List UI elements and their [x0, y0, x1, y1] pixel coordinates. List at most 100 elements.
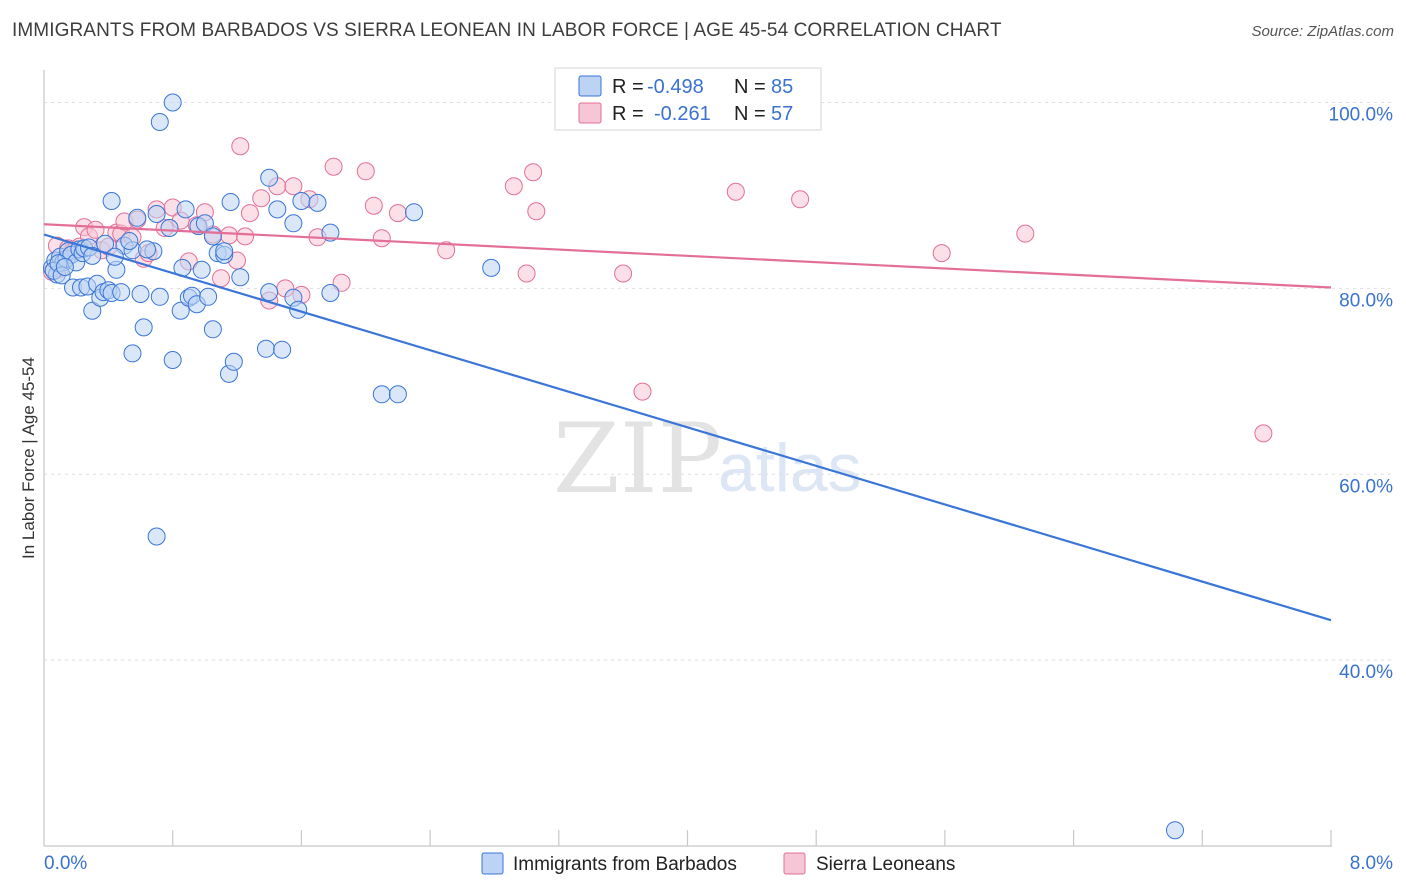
barbados-point-53 [321, 284, 340, 302]
barbados-point-13 [83, 246, 102, 265]
sierra-leoneans-point-47 [437, 241, 456, 260]
barbados-point-81 [388, 385, 407, 404]
sierra-leoneans-point-58 [1254, 424, 1273, 443]
legend-swatch-blue [578, 75, 602, 97]
sierra-leoneans-point-50 [524, 163, 543, 182]
barbados-point-58 [138, 240, 156, 259]
sierra-leoneans-point-53 [633, 382, 652, 401]
y-axis-label: In Labor Force | Age 45-54 [19, 357, 38, 559]
chart-title: IMMIGRANTS FROM BARBADOS VS SIERRA LEONE… [12, 20, 1002, 41]
sierra-leoneans-point-59 [236, 227, 255, 246]
legend-n-value-blue: 85 [771, 76, 793, 98]
barbados-point-82 [123, 344, 142, 363]
sierra-leoneans-point-48 [504, 177, 523, 196]
barbados-point-60 [160, 219, 179, 237]
sierra-leoneans-point-54 [726, 182, 745, 201]
sierra-leoneans-point-33 [252, 189, 271, 208]
legend-n-label-blue: N = [734, 76, 766, 98]
series-legend-label-sierra-leoneans: Sierra Leoneans [816, 854, 955, 875]
legend-r-label-blue: R = [612, 76, 644, 98]
y-tick-label-40: 40.0% [1339, 662, 1393, 683]
barbados-point-46 [224, 352, 243, 371]
barbados-point-32 [134, 318, 153, 337]
barbados-point-79 [147, 527, 166, 546]
sierra-leoneans-point-31 [231, 137, 250, 156]
barbados-point-59 [147, 205, 166, 223]
barbados-point-70 [308, 193, 327, 212]
sierra-leoneans-point-41 [324, 157, 343, 176]
series-legend-swatch-sierra-leoneans [783, 852, 806, 875]
y-tick-labels: 40.0% 60.0% 80.0% 100.0% [1329, 105, 1394, 684]
legend-swatch-pink [578, 102, 602, 124]
sierra-leoneans-point-52 [614, 264, 633, 283]
series-legend-swatch-barbados [481, 852, 504, 875]
sierra-leoneans-point-55 [791, 190, 810, 209]
barbados-point-68 [284, 214, 303, 233]
sierra-leoneans-point-29 [220, 226, 238, 245]
series-sierra-leoneans [43, 137, 1273, 443]
barbados-point-50 [273, 340, 292, 359]
sierra-leoneans-point-32 [240, 204, 259, 223]
barbados-point-76 [150, 113, 169, 131]
chart-source: Source: ZipAtlas.com [1251, 23, 1394, 40]
barbados-point-35 [163, 351, 182, 369]
barbados-point-71 [321, 223, 340, 242]
barbados-point-61 [176, 200, 195, 219]
barbados-point-75 [260, 168, 279, 187]
y-tick-label-60: 60.0% [1339, 476, 1393, 497]
barbados-point-84 [192, 260, 211, 279]
sierra-leoneans-point-56 [932, 244, 951, 263]
x-tick-label-min: 0.0% [44, 853, 87, 874]
barbados-point-48 [257, 339, 275, 358]
barbados-point-73 [482, 258, 501, 277]
barbados-point-31 [131, 285, 150, 303]
barbados-point-66 [221, 193, 240, 211]
legend-r-label-pink: R = [612, 103, 644, 125]
sierra-leoneans-point-42 [332, 273, 351, 292]
y-tick-label-80: 80.0% [1339, 290, 1393, 311]
watermark-atlas: atlas [718, 430, 862, 506]
trend-lines [43, 223, 1332, 622]
barbados-point-36 [171, 301, 190, 320]
watermark-zip: ZIP [553, 403, 722, 515]
sierra-leoneans-point-37 [284, 177, 303, 196]
series-legend: Immigrants from Barbados Sierra Leoneans [481, 852, 955, 875]
barbados-point-21 [83, 301, 102, 320]
barbados-point-47 [231, 268, 250, 287]
barbados-point-57 [128, 208, 147, 227]
series-legend-label-barbados: Immigrants from Barbados [513, 854, 737, 875]
barbados-point-74 [102, 192, 121, 210]
barbados-point-69 [292, 192, 311, 210]
barbados-point-64 [203, 227, 222, 246]
barbados-trend-line [43, 233, 1332, 622]
barbados-point-77 [163, 93, 182, 112]
barbados-point-41 [199, 287, 218, 306]
sierra-leoneans-point-45 [372, 229, 391, 248]
barbados-point-65 [215, 242, 234, 261]
sierra-leoneans-point-51 [527, 202, 546, 221]
legend-r-value-blue: -0.498 [647, 76, 704, 98]
barbados-point-67 [268, 200, 287, 219]
barbados-point-49 [260, 283, 279, 302]
barbados-point-42 [203, 320, 222, 339]
legend-n-value-pink: 57 [771, 103, 793, 125]
barbados-point-17 [55, 258, 74, 276]
sierra-leoneans-point-57 [1016, 224, 1035, 243]
barbados-point-56 [120, 232, 139, 250]
stats-legend: R = -0.498 N = 85 R = -0.261 N = 57 [554, 67, 822, 131]
sierra-leoneans-trend-line [43, 223, 1332, 289]
sierra-leoneans-point-44 [364, 196, 383, 215]
series-barbados [43, 93, 1184, 840]
sierra-leoneans-point-46 [388, 204, 407, 223]
sierra-leoneans-point-28 [212, 269, 230, 288]
barbados-point-83 [1166, 821, 1184, 840]
barbados-point-80 [372, 385, 391, 404]
sierra-leoneans-point-43 [356, 162, 375, 181]
x-tick-label-max: 8.0% [1350, 853, 1393, 874]
legend-r-value-pink: -0.261 [654, 103, 711, 125]
legend-n-label-pink: N = [734, 103, 766, 125]
barbados-point-34 [150, 287, 169, 306]
x-ticks [172, 830, 1332, 846]
barbados-point-28 [112, 283, 131, 302]
